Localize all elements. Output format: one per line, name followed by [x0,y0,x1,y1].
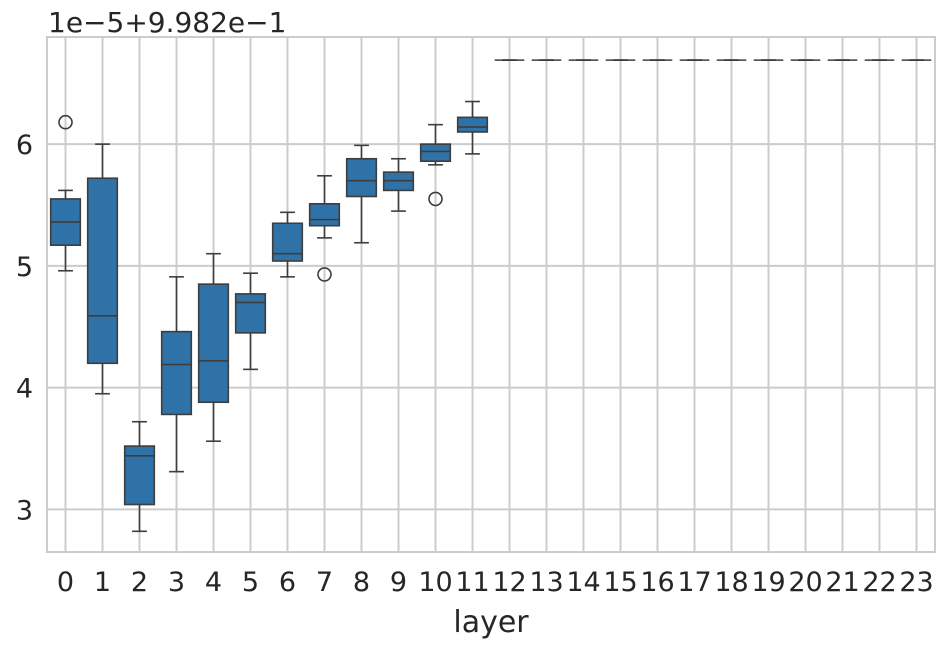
x-axis-label: layer [453,605,529,640]
x-tick-label: 15 [603,567,637,598]
x-tick-label: 10 [418,567,452,598]
box-iqr [234,293,267,334]
x-tick-label: 4 [205,567,222,598]
plot-frame [46,36,936,553]
box-iqr [123,445,156,506]
box-layer-9 [382,157,415,212]
box-iqr [271,222,304,262]
box-layer-8 [345,144,378,244]
y-tick-labels: 3 4 5 6 [16,130,33,526]
x-tick-label: 13 [529,567,563,598]
x-tick-label: 22 [862,567,896,598]
box-layer-10 [419,123,452,207]
x-tick-label: 23 [899,567,933,598]
y-tick-label: 3 [16,495,33,526]
x-tick-label: 16 [640,567,674,598]
grid-lines [47,37,935,552]
box-layer-2 [123,420,156,533]
box-iqr [345,157,378,198]
box-layer-11 [456,100,489,155]
x-tick-label: 7 [316,567,333,598]
box-layer-1 [86,143,119,395]
x-tick-label: 17 [677,567,711,598]
x-tick-label: 20 [788,567,822,598]
box-iqr [86,177,119,365]
x-tick-label: 3 [168,567,185,598]
y-tick-label: 5 [16,252,33,283]
box-layer-0 [49,114,82,272]
outlier-point [58,114,73,130]
outlier-point [428,191,443,207]
x-tick-label: 18 [714,567,748,598]
box-layer-6 [271,211,304,278]
x-tick-label: 8 [353,567,370,598]
box-iqr [197,283,230,404]
box-layer-3 [160,276,193,473]
x-tick-label: 21 [825,567,859,598]
x-tick-label: 0 [57,567,74,598]
x-tick-label: 2 [131,567,148,598]
x-tick-label: 6 [279,567,296,598]
x-tick-label: 11 [455,567,489,598]
x-tick-label: 12 [492,567,526,598]
x-tick-label: 19 [751,567,785,598]
outlier-point [317,267,332,282]
x-tick-label: 1 [94,567,111,598]
box-layer-7 [308,174,341,282]
axis-offset-text: 1e−5+9.982e−1 [48,6,286,39]
y-tick-label: 4 [16,374,33,405]
box-iqr [160,330,193,416]
x-tick-label: 9 [390,567,407,598]
boxes-group [49,59,932,533]
y-tick-label: 6 [16,130,33,161]
box-layer-5 [234,272,267,371]
x-tick-label: 5 [242,567,259,598]
box-iqr [419,143,452,162]
x-tick-label: 14 [566,567,600,598]
box-iqr [456,116,489,133]
box-layer-4 [197,252,230,443]
box-iqr [308,202,341,227]
x-tick-labels: 0 1 2 3 4 5 6 7 8 9 10 11 12 13 14 15 16 17 18 19 20 21 22 23 [57,567,934,598]
